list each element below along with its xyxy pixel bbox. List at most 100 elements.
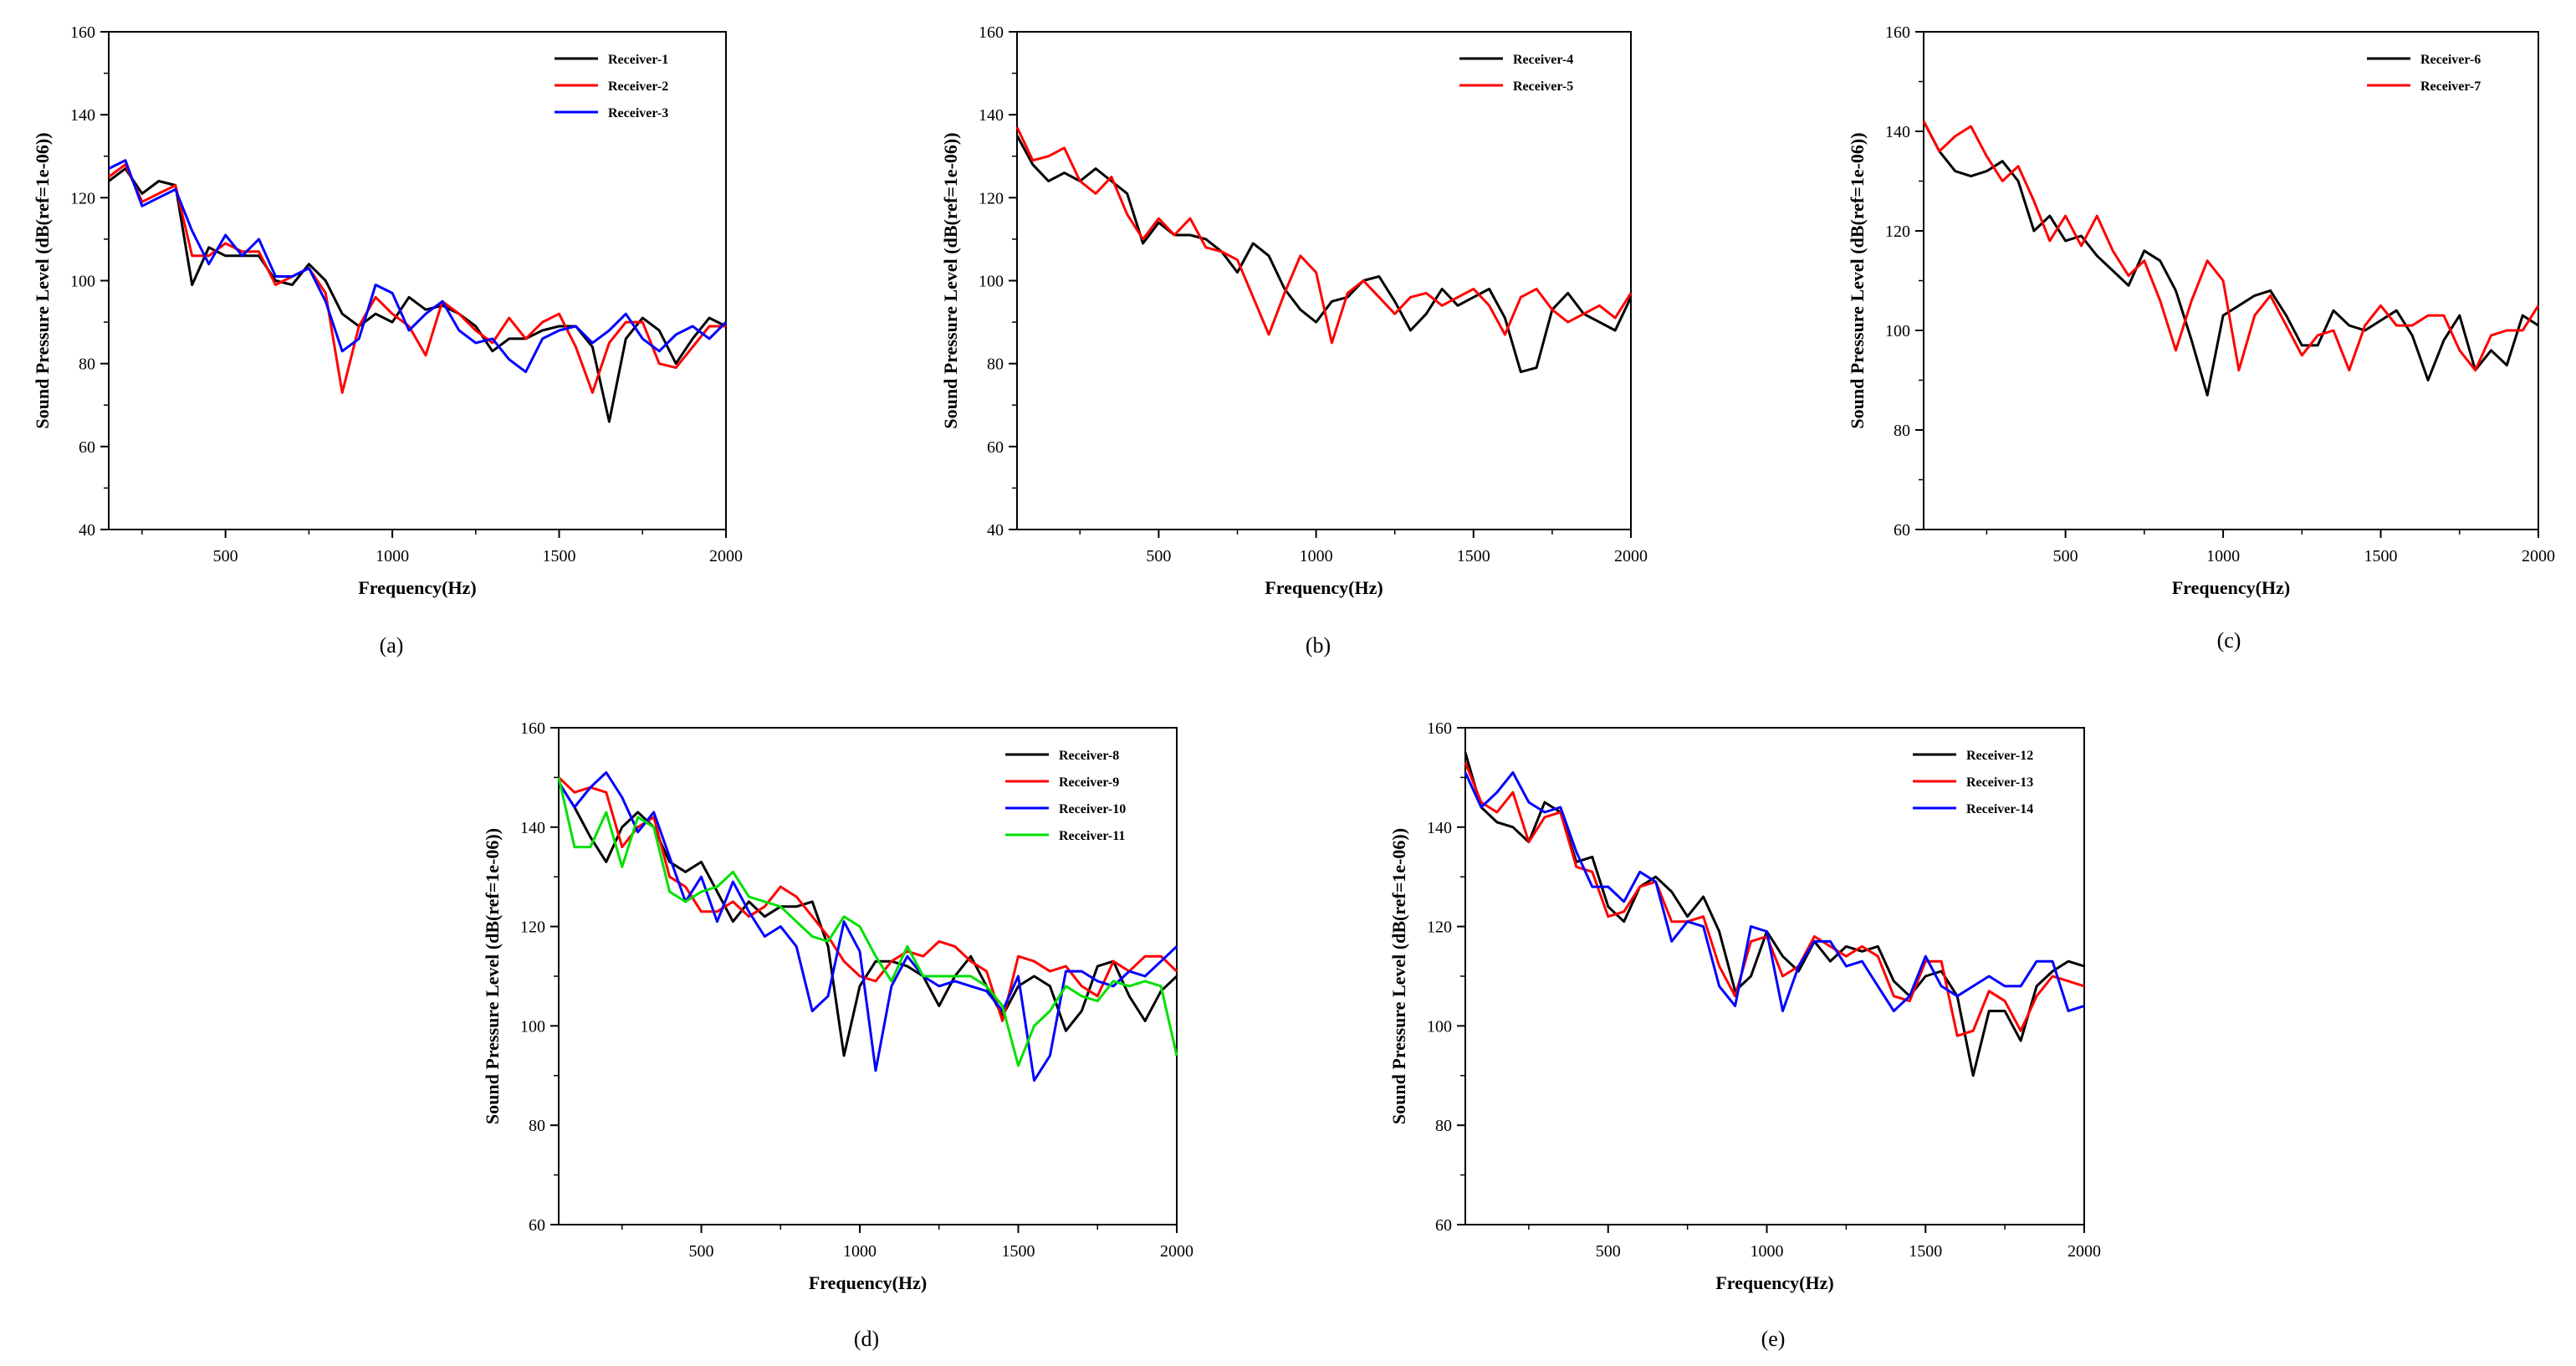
- legend-label: Receiver-1: [608, 53, 668, 67]
- y-tick-label: 120: [979, 189, 1004, 207]
- x-tick-label: 1500: [1002, 1242, 1035, 1261]
- chart-2: 40 60 80 100 120 140 160 500 1000 1500 2000 Frequen…: [940, 23, 1648, 657]
- x-tick-label: 1000: [843, 1242, 877, 1261]
- x-tick-label: 1000: [1751, 1242, 1784, 1261]
- y-tick-label: 120: [1427, 918, 1452, 937]
- x-tick-label: 500: [2053, 547, 2078, 565]
- legend-label: Receiver-9: [1059, 775, 1119, 790]
- series-line-receiver-10: [557, 771, 1178, 1082]
- y-tick-label: 60: [529, 1216, 545, 1235]
- chart-4: 60 80 100 120 140 160 500 1000 1500 2000 Frequency…: [482, 719, 1193, 1351]
- y-tick-label: 80: [1435, 1117, 1452, 1135]
- x-tick-label: 500: [689, 1242, 714, 1261]
- x-tick-label: 1000: [1300, 547, 1333, 565]
- plot-frame: [1923, 31, 2539, 530]
- y-tick-label: 40: [987, 521, 1004, 540]
- series-line-receiver-3: [108, 159, 728, 374]
- x-tick-label: 2000: [2522, 547, 2555, 565]
- x-tick-label: 1500: [543, 547, 576, 565]
- y-tick-label: 140: [1885, 123, 1910, 141]
- y-axis-title: Sound Pressure Level (dB(ref=1e-06)): [32, 132, 53, 428]
- chart-1: 40 60 80 100 120 140 160 500 1000 1500 2000 Frequen…: [32, 23, 743, 657]
- y-tick-label: 160: [520, 719, 545, 738]
- x-tick-label: 500: [213, 547, 238, 565]
- y-axis-title: Sound Pressure Level (dB(ref=1e-06)): [482, 828, 503, 1124]
- y-axis-title: Sound Pressure Level (dB(ref=1e-06)): [1388, 828, 1409, 1124]
- chart-caption: (b): [1306, 633, 1331, 657]
- y-tick-label: 100: [520, 1017, 545, 1036]
- plot-frame: [1016, 31, 1632, 530]
- y-axis-title: Sound Pressure Level (dB(ref=1e-06)): [1847, 132, 1868, 428]
- x-axis-title: Frequency(Hz): [1265, 577, 1383, 598]
- legend-label: Receiver-14: [1966, 802, 2033, 816]
- y-tick-label: 120: [520, 918, 545, 937]
- y-tick-label: 80: [529, 1117, 545, 1135]
- legend-label: Receiver-7: [2420, 79, 2481, 94]
- chart-caption: (e): [1761, 1327, 1786, 1351]
- legend-label: Receiver-13: [1966, 775, 2033, 790]
- chart-caption: (c): [2217, 628, 2241, 652]
- legend-label: Receiver-2: [608, 79, 668, 94]
- x-tick-label: 500: [1146, 547, 1171, 565]
- x-tick-label: 1500: [1457, 547, 1490, 565]
- x-tick-label: 1000: [376, 547, 409, 565]
- y-tick-label: 80: [1894, 422, 1910, 440]
- y-tick-label: 140: [979, 106, 1004, 125]
- x-tick-label: 1000: [2206, 547, 2240, 565]
- legend-label: Receiver-11: [1059, 829, 1125, 843]
- y-axis-title: Sound Pressure Level (dB(ref=1e-06)): [940, 132, 961, 428]
- legend-label: Receiver-3: [608, 106, 668, 120]
- x-tick-label: 2000: [1160, 1242, 1193, 1261]
- y-tick-label: 120: [1885, 223, 1910, 241]
- y-tick-label: 80: [987, 356, 1004, 374]
- series-line-receiver-11: [557, 777, 1178, 1067]
- series-line-receiver-9: [557, 776, 1178, 1022]
- legend-label: Receiver-4: [1513, 53, 1573, 67]
- y-tick-label: 60: [1894, 521, 1910, 540]
- x-tick-label: 1500: [2364, 547, 2398, 565]
- y-tick-label: 100: [70, 273, 95, 291]
- y-tick-label: 60: [79, 438, 95, 457]
- y-tick-label: 100: [1885, 322, 1910, 340]
- legend-label: Receiver-12: [1966, 749, 2033, 763]
- chart-3: 60 80 100 120 140 160 500 1000 1500 2000 Frequency…: [1847, 23, 2555, 652]
- x-axis-title: Frequency(Hz): [2172, 577, 2290, 598]
- y-tick-label: 160: [70, 23, 95, 42]
- y-tick-label: 80: [79, 356, 95, 374]
- series-line-receiver-1: [108, 167, 727, 423]
- x-tick-label: 2000: [2067, 1242, 2101, 1261]
- series-line-receiver-6: [1922, 120, 2539, 396]
- series-line-receiver-5: [1015, 126, 1633, 345]
- chart-caption: (a): [380, 633, 404, 657]
- x-tick-label: 2000: [709, 547, 743, 565]
- legend-label: Receiver-5: [1513, 79, 1573, 94]
- y-tick-label: 40: [79, 521, 95, 540]
- y-tick-label: 100: [979, 273, 1004, 291]
- x-axis-title: Frequency(Hz): [809, 1272, 927, 1293]
- chart-5: 60 80 100 120 140 160 500 1000 1500 2000 Frequency…: [1388, 719, 2101, 1351]
- y-tick-label: 160: [979, 23, 1004, 42]
- series-line-receiver-2: [108, 163, 726, 394]
- series-line-receiver-4: [1015, 135, 1633, 374]
- legend-label: Receiver-6: [2420, 53, 2481, 67]
- x-tick-label: 2000: [1614, 547, 1648, 565]
- y-tick-label: 140: [70, 106, 95, 125]
- series-line-receiver-13: [1464, 762, 2085, 1037]
- y-tick-label: 140: [520, 819, 545, 837]
- x-tick-label: 500: [1596, 1242, 1621, 1261]
- chart-caption: (d): [854, 1327, 879, 1351]
- y-tick-label: 160: [1427, 719, 1452, 738]
- x-tick-label: 1500: [1909, 1242, 1942, 1261]
- y-tick-label: 160: [1885, 23, 1910, 42]
- y-tick-label: 100: [1427, 1017, 1452, 1036]
- legend-label: Receiver-8: [1059, 749, 1119, 763]
- y-tick-label: 120: [70, 189, 95, 207]
- y-tick-label: 60: [1435, 1216, 1452, 1235]
- x-axis-title: Frequency(Hz): [1715, 1272, 1833, 1293]
- series-line-receiver-7: [1922, 120, 2540, 372]
- series-line-receiver-14: [1464, 771, 2085, 1013]
- y-tick-label: 60: [987, 438, 1004, 457]
- series-line-receiver-12: [1464, 752, 2085, 1077]
- legend-label: Receiver-10: [1059, 802, 1126, 816]
